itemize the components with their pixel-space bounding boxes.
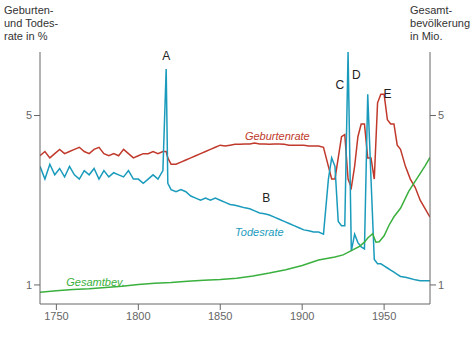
svg-text:1950: 1950 bbox=[372, 310, 396, 322]
svg-text:E: E bbox=[383, 87, 391, 101]
svg-text:1900: 1900 bbox=[290, 310, 314, 322]
svg-text:1: 1 bbox=[438, 279, 444, 291]
svg-text:A: A bbox=[162, 49, 170, 63]
svg-text:B: B bbox=[262, 191, 270, 205]
svg-text:1750: 1750 bbox=[44, 310, 68, 322]
svg-text:1: 1 bbox=[26, 279, 32, 291]
svg-text:5: 5 bbox=[438, 109, 444, 121]
svg-text:D: D bbox=[352, 68, 361, 82]
svg-text:Todesrate: Todesrate bbox=[235, 226, 284, 238]
svg-text:1800: 1800 bbox=[126, 310, 150, 322]
svg-text:5: 5 bbox=[26, 109, 32, 121]
svg-text:C: C bbox=[336, 78, 345, 92]
svg-text:Geburtenrate: Geburtenrate bbox=[245, 130, 310, 142]
svg-text:Gesamtbev.: Gesamtbev. bbox=[66, 276, 125, 288]
html-text:Geburten- und Todes- rate in %: Geburten- und Todes- rate in % bbox=[4, 4, 59, 42]
html-text:Gesamt- bevölkerung in Mio.: Gesamt- bevölkerung in Mio. bbox=[410, 4, 470, 42]
svg-text:1850: 1850 bbox=[208, 310, 232, 322]
